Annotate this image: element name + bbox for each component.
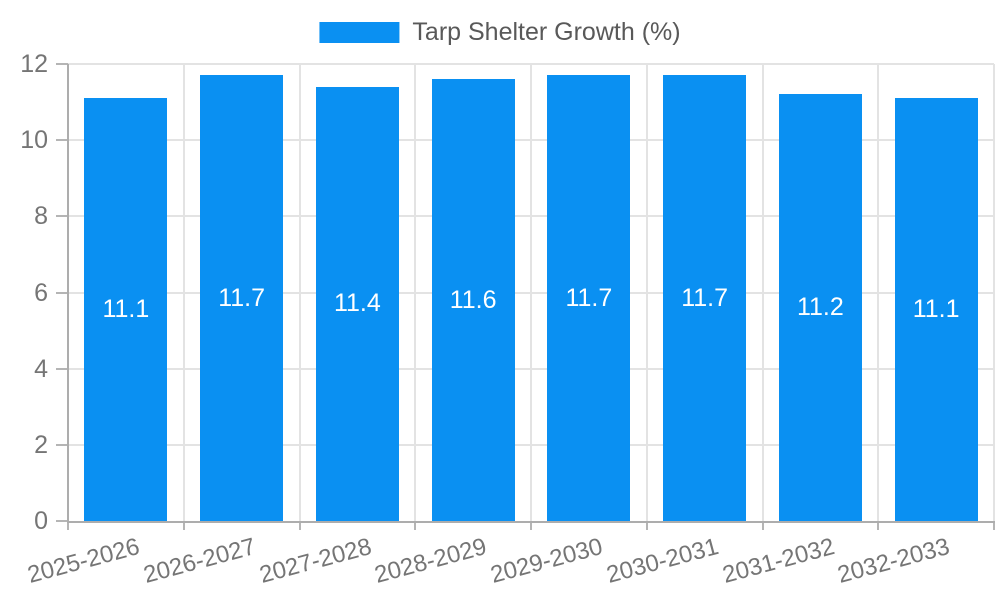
- y-tick-label: 2: [34, 430, 48, 459]
- legend: Tarp Shelter Growth (%): [319, 18, 681, 46]
- bar-value-label: 11.7: [681, 283, 729, 312]
- gridline-vertical: [414, 64, 417, 521]
- y-tick-label: 8: [34, 202, 48, 231]
- x-axis-tick: [182, 521, 185, 530]
- y-axis-tick: [56, 443, 68, 446]
- x-axis-tick: [993, 521, 995, 530]
- x-tick-label: 2025-2026: [24, 533, 143, 589]
- y-tick-label: 0: [34, 507, 48, 535]
- bar: 11.4: [315, 86, 399, 521]
- x-axis-tick: [414, 521, 417, 530]
- x-axis-tick: [530, 521, 532, 530]
- legend-swatch: [319, 21, 400, 43]
- gridline-vertical: [530, 64, 532, 521]
- gridline-vertical: [761, 64, 764, 521]
- x-tick-label: 2031-2032: [719, 533, 838, 589]
- x-axis-tick: [298, 521, 301, 530]
- y-axis-tick: [56, 139, 68, 142]
- y-axis-tick: [56, 291, 68, 294]
- x-axis-tick: [67, 521, 69, 530]
- x-axis-tick: [877, 521, 880, 530]
- y-tick-label: 10: [20, 126, 48, 155]
- x-axis-tick: [761, 521, 764, 530]
- gridline-vertical: [182, 64, 185, 521]
- legend-label: Tarp Shelter Growth (%): [412, 18, 681, 46]
- gridline-vertical: [877, 64, 880, 521]
- x-tick-label: 2028-2029: [371, 533, 490, 589]
- y-axis-line: [67, 64, 69, 522]
- bar: 11.7: [663, 75, 747, 521]
- y-axis-tick: [56, 367, 68, 370]
- bar-value-label: 11.2: [796, 293, 844, 322]
- bar: 11.7: [200, 75, 284, 521]
- x-tick-label: 2027-2028: [256, 533, 375, 589]
- y-tick-label: 4: [34, 354, 48, 383]
- x-axis-tick: [645, 521, 648, 530]
- gridline-vertical: [993, 64, 995, 521]
- bar: 11.7: [547, 75, 631, 521]
- bar: 11.2: [778, 94, 862, 521]
- y-axis-tick: [56, 63, 68, 65]
- x-tick-label: 2032-2033: [834, 533, 953, 589]
- bar-value-label: 11.1: [912, 295, 960, 324]
- gridline-vertical: [298, 64, 301, 521]
- bar-value-label: 11.6: [449, 285, 497, 314]
- y-tick-label: 6: [34, 278, 48, 307]
- bar-value-label: 11.4: [333, 289, 381, 318]
- bar: 11.1: [84, 98, 168, 521]
- bar: 11.6: [431, 79, 515, 521]
- bar: 11.1: [894, 98, 978, 521]
- x-tick-label: 2026-2027: [140, 533, 259, 589]
- x-tick-label: 2029-2030: [487, 533, 606, 589]
- x-tick-label: 2030-2031: [603, 533, 722, 589]
- bar-value-label: 11.7: [218, 283, 266, 312]
- x-axis-line: [67, 521, 995, 523]
- gridline-vertical: [645, 64, 648, 521]
- y-axis-tick: [56, 520, 68, 522]
- bar-value-label: 11.7: [565, 283, 613, 312]
- bar-value-label: 11.1: [102, 295, 150, 324]
- y-axis-tick: [56, 215, 68, 218]
- y-tick-label: 12: [20, 50, 48, 78]
